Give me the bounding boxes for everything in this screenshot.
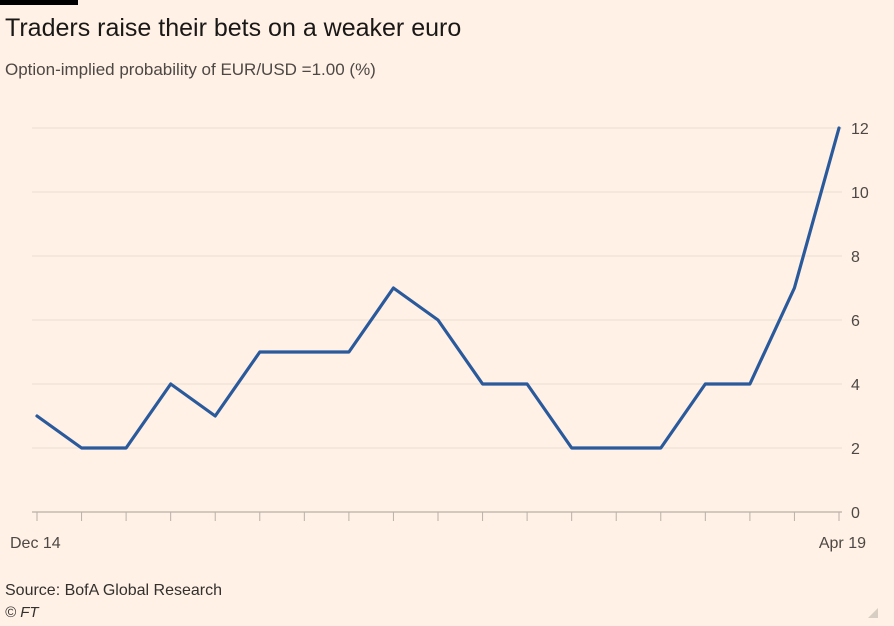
x-tick-label-last: Apr 19 xyxy=(819,535,866,552)
y-tick-label: 10 xyxy=(851,185,869,202)
y-tick-label: 12 xyxy=(851,121,869,138)
y-tick-label: 8 xyxy=(851,249,860,266)
brand-bar xyxy=(0,0,78,5)
y-tick-label: 6 xyxy=(851,313,860,330)
x-tick-label-first: Dec 14 xyxy=(10,535,61,552)
copyright-note: © FT xyxy=(5,604,39,621)
y-tick-label: 0 xyxy=(851,505,860,522)
y-tick-label: 4 xyxy=(851,377,860,394)
source-note: Source: BofA Global Research xyxy=(5,582,223,599)
resize-grip-icon xyxy=(868,608,878,618)
series-line xyxy=(35,126,841,450)
chart-title: Traders raise their bets on a weaker eur… xyxy=(5,14,462,42)
y-tick-label: 2 xyxy=(851,441,860,458)
chart-subtitle: Option-implied probability of EUR/USD =1… xyxy=(5,60,376,79)
